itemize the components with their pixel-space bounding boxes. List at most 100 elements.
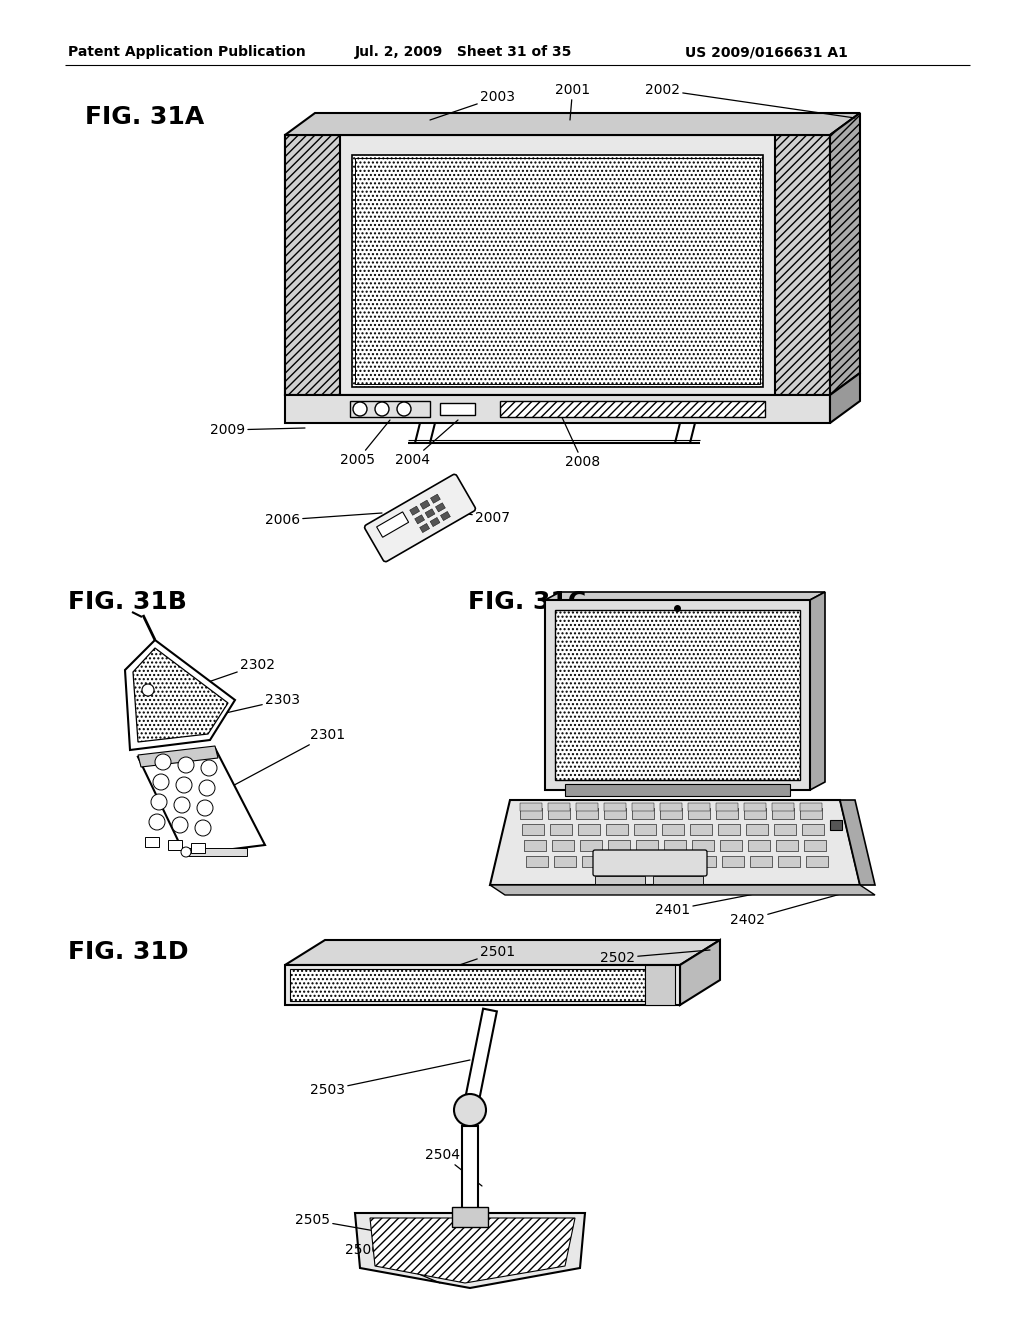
Bar [520,808,542,818]
Bar [830,820,842,830]
Circle shape [353,403,367,416]
Bar [595,876,645,884]
Bar [722,855,744,867]
Bar [185,847,247,855]
Text: 2502: 2502 [600,950,710,965]
Bar [550,824,572,836]
Bar [582,855,604,867]
Bar [718,824,740,836]
Circle shape [397,403,411,416]
Bar [610,855,632,867]
Bar [285,395,830,422]
Polygon shape [285,135,340,395]
Polygon shape [285,114,860,135]
Bar [580,840,602,851]
Circle shape [151,795,167,810]
Bar [716,803,738,810]
Bar [552,840,574,851]
Circle shape [201,760,217,776]
Text: 2002: 2002 [645,83,855,117]
Bar [800,808,822,818]
Polygon shape [830,114,860,395]
Bar [802,824,824,836]
Bar [430,517,440,527]
Bar [555,610,800,780]
Circle shape [181,847,191,857]
Bar [524,840,546,851]
Bar [645,965,675,1005]
Text: 2506: 2506 [345,1243,440,1283]
Bar [545,601,810,789]
Bar [548,803,570,810]
Bar [688,808,710,818]
Bar [774,824,796,836]
Polygon shape [370,1218,575,1283]
Text: 2303: 2303 [195,693,300,719]
Bar [285,965,680,1005]
Bar [688,803,710,810]
Text: 2001: 2001 [555,83,590,120]
Bar [632,803,654,810]
Bar [425,508,435,517]
Circle shape [174,797,190,813]
Polygon shape [545,591,825,601]
Bar [662,824,684,836]
Bar [772,803,794,810]
Bar [606,824,628,836]
Polygon shape [138,748,265,855]
Circle shape [375,403,389,416]
Polygon shape [490,884,874,895]
Bar [634,824,656,836]
Bar [377,512,409,537]
Text: FIG. 31B: FIG. 31B [68,590,186,614]
Bar [352,154,763,387]
Text: 2301: 2301 [225,729,345,789]
Text: 2401: 2401 [655,890,775,917]
Bar [772,808,794,818]
Bar [520,803,542,810]
Bar [500,401,765,417]
Bar [522,824,544,836]
Circle shape [197,800,213,816]
Text: 2503: 2503 [310,1060,470,1097]
Text: 2501: 2501 [430,945,515,975]
Bar [604,808,626,818]
Circle shape [199,780,215,796]
Circle shape [176,777,193,793]
Text: 2009: 2009 [210,422,305,437]
Text: 2402: 2402 [730,890,855,927]
Bar [716,808,738,818]
Bar [350,401,430,417]
Circle shape [178,756,194,774]
Polygon shape [133,648,228,742]
Bar [664,840,686,851]
Text: 2505: 2505 [295,1213,415,1238]
Circle shape [454,1094,486,1126]
Bar [420,524,430,533]
Bar [440,403,475,414]
Text: 2005: 2005 [340,420,390,467]
Bar [744,808,766,818]
Bar [440,511,451,520]
Bar [290,969,645,1001]
Polygon shape [775,135,830,395]
Bar [636,840,658,851]
Bar [410,506,420,515]
Bar [355,158,760,384]
Bar [420,500,430,510]
Bar [575,803,598,810]
Bar [462,1126,478,1214]
Bar [720,840,742,851]
Circle shape [142,684,154,696]
Bar [806,855,828,867]
Bar [565,784,790,796]
Text: 2004: 2004 [395,420,458,467]
Circle shape [155,754,171,770]
Text: 2302: 2302 [185,657,275,690]
Bar [575,808,598,818]
Bar [435,503,445,512]
Polygon shape [125,640,234,750]
Bar [744,803,766,810]
Polygon shape [680,940,720,1005]
Text: Patent Application Publication: Patent Application Publication [68,45,306,59]
